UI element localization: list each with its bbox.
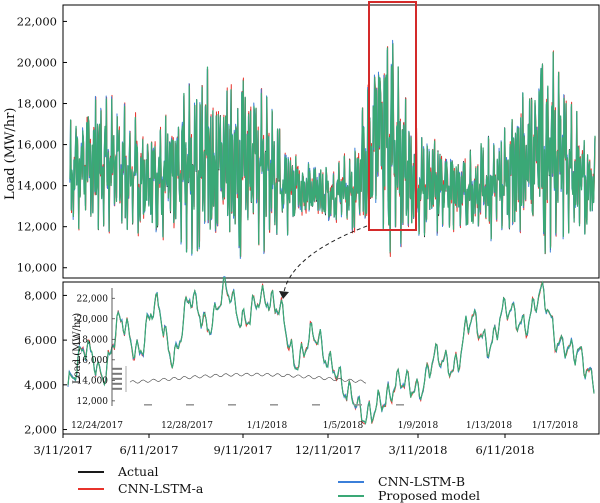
mini-x-tick-label bbox=[144, 404, 152, 406]
inset-y-tick-label: 12,000 bbox=[77, 397, 109, 407]
mini-x-tick-label bbox=[354, 404, 362, 406]
main-x-tick-label: 12/11/2017 bbox=[295, 443, 361, 457]
mini-y-tick-label bbox=[112, 387, 122, 390]
mini-x-tick-label bbox=[186, 404, 194, 406]
main-y-tick-label: 20,000 bbox=[17, 55, 57, 69]
zoom-series-cnn-lstm-b bbox=[67, 276, 595, 425]
zoom-y-tick-label: 2,000 bbox=[24, 423, 57, 437]
zoom-x-tick-label: 1/5/2018 bbox=[323, 421, 364, 431]
legend-label-cnn-lstm-b: CNN-LSTM-B bbox=[378, 474, 466, 489]
zoom-y-tick-label: 4,000 bbox=[24, 378, 57, 392]
main-x-tick-label: 9/11/2017 bbox=[214, 443, 273, 457]
zoom-x-tick-label: 12/28/2017 bbox=[161, 421, 213, 431]
legend-item-cnn-lstm-b: CNN-LSTM-B bbox=[338, 474, 465, 489]
inset-y-tick-label: 14,000 bbox=[77, 376, 109, 386]
legend-swatch-cnn-lstm-b bbox=[338, 480, 364, 483]
zoom-y-tick-label: 6,000 bbox=[24, 333, 57, 347]
zoom-x-tick-label: 1/9/2018 bbox=[398, 421, 439, 431]
legend-label-cnn-lstm-a: CNN-LSTM-a bbox=[118, 481, 204, 496]
main-y-tick-label: 18,000 bbox=[17, 97, 57, 111]
zoom-series-actual bbox=[67, 276, 595, 424]
zoom-y-axis: 2,000 4,000 6,000 8,000 bbox=[24, 288, 67, 437]
mini-y-tick-label bbox=[112, 377, 122, 380]
main-x-tick-label: 3/11/2018 bbox=[389, 443, 448, 457]
main-y-tick-label: 10,000 bbox=[17, 261, 57, 275]
inset-y-tick-label: 22,000 bbox=[77, 294, 109, 304]
inset-y-axis-title: Load (MW/hr) bbox=[72, 313, 83, 384]
legend-item-cnn-lstm-a: CNN-LSTM-a bbox=[78, 481, 203, 496]
zoom-series-group bbox=[67, 276, 595, 425]
main-y-tick-label: 22,000 bbox=[17, 14, 57, 28]
zoom-series-proposed bbox=[67, 277, 595, 425]
legend-swatch-proposed bbox=[338, 494, 364, 497]
mini-series bbox=[129, 372, 367, 384]
inset-y-tick-label: 16,000 bbox=[77, 356, 109, 366]
mini-x-tick-label bbox=[228, 404, 236, 406]
inset-chart: 12,000 14,000 16,000 18,000 20,000 22,000 Load… bbox=[72, 288, 404, 407]
inset-y-tick-label: 20,000 bbox=[77, 315, 109, 325]
legend-label-proposed: Proposed model bbox=[378, 488, 481, 503]
zoom-x-tick-label: 1/13/2018 bbox=[466, 421, 512, 431]
main-x-tick-label: 6/11/2018 bbox=[476, 443, 535, 457]
inset-y-tick-label: 18,000 bbox=[77, 335, 109, 345]
main-y-tick-label: 14,000 bbox=[17, 179, 57, 193]
legend-swatch-cnn-lstm-a bbox=[78, 487, 104, 490]
zoom-arrow bbox=[283, 225, 368, 293]
mini-x-tick-label bbox=[270, 404, 278, 406]
zoom-x-axis: 12/24/2017 12/28/2017 1/1/2018 1/5/2018 1/9/… bbox=[71, 421, 578, 431]
zoom-x-tick-label: 1/1/2018 bbox=[247, 421, 288, 431]
main-x-axis: 3/11/2017 6/11/2017 9/11/2017 12/11/2017 3/1… bbox=[34, 434, 535, 457]
legend-swatch-actual bbox=[78, 470, 104, 473]
zoom-highlight-box bbox=[368, 1, 417, 231]
zoom-x-tick-label: 1/17/2018 bbox=[532, 421, 578, 431]
zoom-series-cnn-lstm-a bbox=[67, 277, 595, 425]
zoom-x-tick-label: 12/24/2017 bbox=[71, 421, 123, 431]
mini-y-tick-label bbox=[112, 382, 122, 385]
main-series-group bbox=[69, 39, 596, 259]
legend-item-actual: Actual bbox=[78, 464, 159, 479]
zoom-y-tick-label: 8,000 bbox=[24, 288, 57, 302]
mini-x-tick-label bbox=[312, 404, 320, 406]
mini-x-tick-label bbox=[396, 404, 404, 406]
main-y-axis: 10,000 12,000 14,000 16,000 18,000 20,000 22,0… bbox=[17, 14, 67, 275]
zoom-arrow-head bbox=[279, 291, 289, 299]
legend-item-proposed: Proposed model bbox=[338, 488, 480, 503]
mini-y-tick-label bbox=[112, 372, 122, 375]
series-proposed bbox=[69, 43, 596, 257]
zoom-plot-frame bbox=[62, 281, 600, 435]
main-x-tick-label: 6/11/2017 bbox=[120, 443, 179, 457]
main-y-axis-title: Load (MW/hr) bbox=[3, 108, 18, 200]
main-plot-frame bbox=[62, 4, 600, 279]
mini-y-tick-label bbox=[112, 367, 122, 370]
main-y-tick-label: 16,000 bbox=[17, 138, 57, 152]
main-y-tick-label: 12,000 bbox=[17, 220, 57, 234]
legend-label-actual: Actual bbox=[118, 464, 159, 479]
main-x-tick-label: 3/11/2017 bbox=[34, 443, 93, 457]
